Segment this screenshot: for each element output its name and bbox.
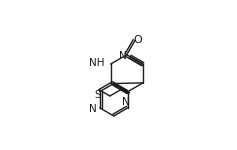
Text: N: N (89, 104, 97, 114)
Text: N: N (122, 97, 130, 107)
Text: S: S (95, 90, 101, 100)
Text: NH: NH (89, 58, 105, 68)
Text: O: O (133, 35, 142, 45)
Text: N: N (119, 51, 127, 61)
